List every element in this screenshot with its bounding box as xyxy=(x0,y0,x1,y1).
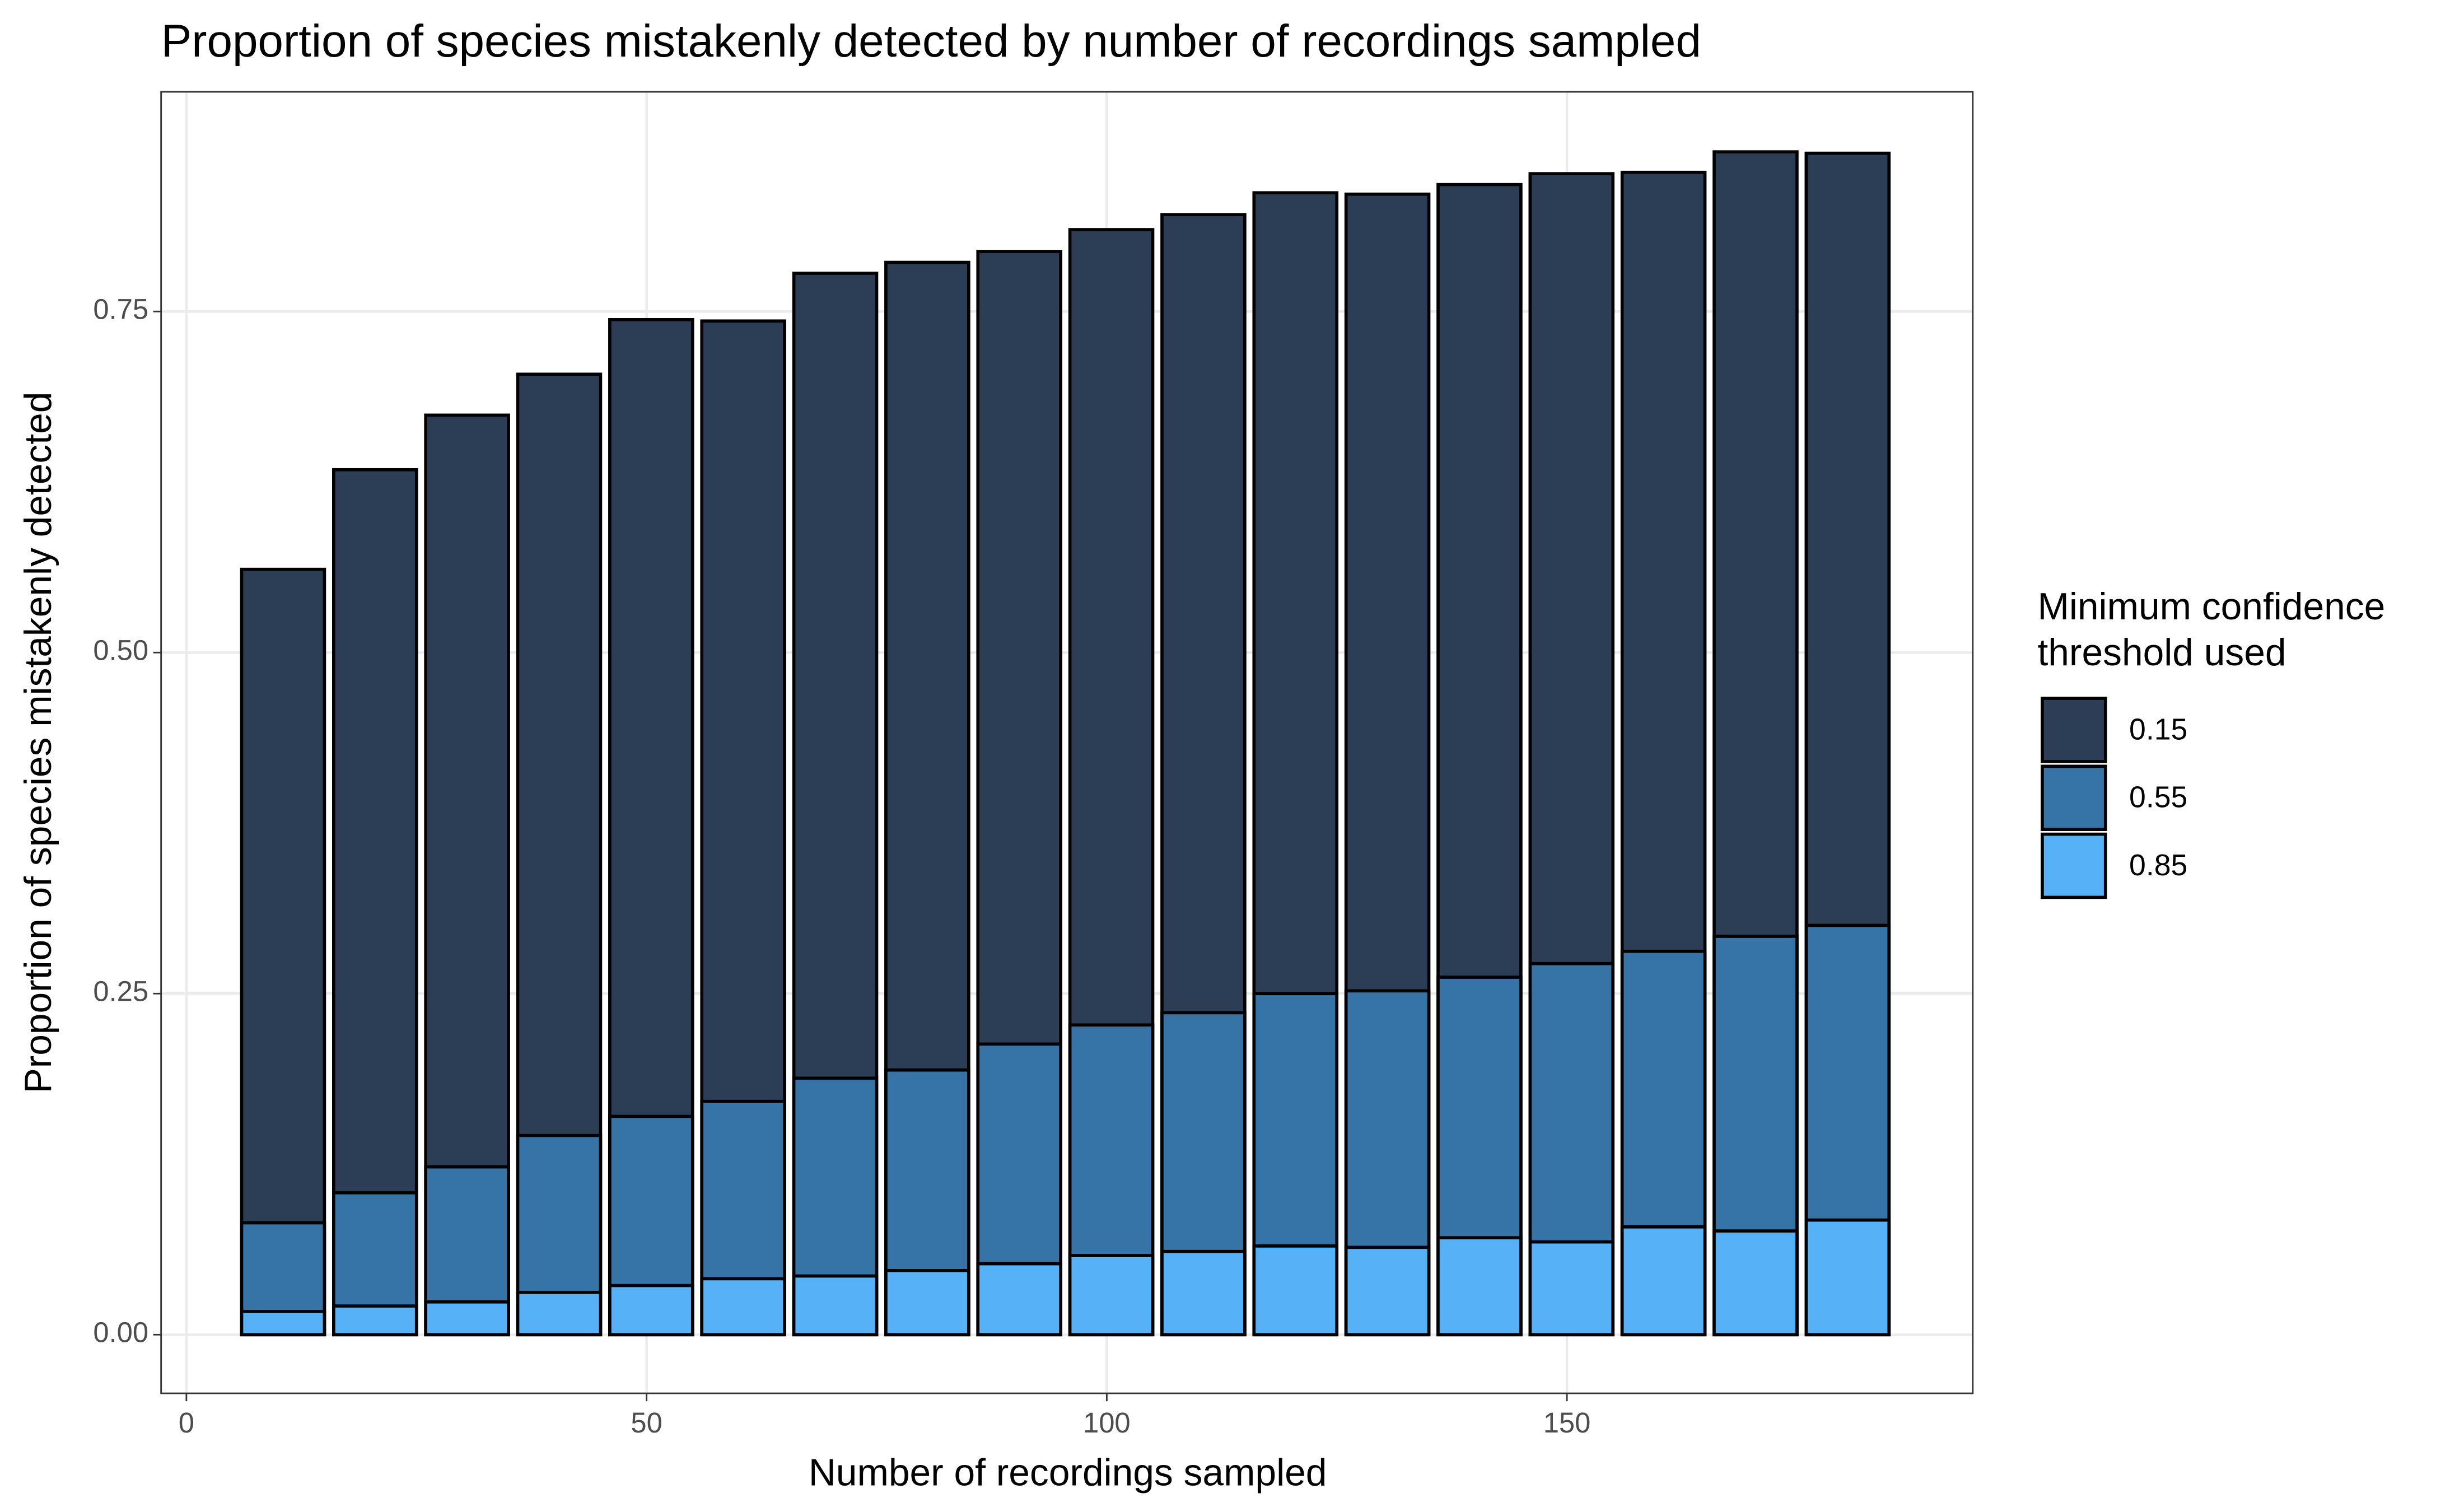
bar xyxy=(516,1290,603,1337)
bar xyxy=(1712,1229,1799,1337)
bar xyxy=(976,1262,1062,1337)
bar xyxy=(1804,1218,1891,1337)
legend-label: 0.85 xyxy=(2129,848,2187,882)
y-tick-label: 0.50 xyxy=(93,634,148,666)
legend-label: 0.55 xyxy=(2129,781,2187,814)
bar xyxy=(424,1300,510,1337)
bar xyxy=(792,1274,879,1337)
chart-title: Proportion of species mistakenly detecte… xyxy=(161,16,1701,67)
bar xyxy=(240,1310,326,1337)
bar xyxy=(1160,1249,1247,1337)
bar xyxy=(1620,1225,1707,1337)
y-tick-label: 0.25 xyxy=(93,976,148,1007)
x-tick-label: 150 xyxy=(1543,1407,1591,1439)
x-tick-label: 50 xyxy=(631,1407,662,1439)
legend-label: 0.15 xyxy=(2129,712,2187,746)
bar xyxy=(608,1284,694,1337)
bar xyxy=(1252,1244,1339,1337)
bar xyxy=(1344,1245,1431,1337)
bar xyxy=(332,468,418,1337)
plot-border xyxy=(160,91,1974,1394)
bar xyxy=(1528,1240,1615,1337)
legend-title-box: Minimum confidence threshold used xyxy=(2037,586,2386,675)
legend-swatch xyxy=(2041,764,2107,831)
y-tick-label: 0.00 xyxy=(93,1317,148,1348)
bar xyxy=(1436,1236,1523,1337)
legend-title: Minimum confidence threshold used xyxy=(2037,586,2386,675)
bar xyxy=(240,567,326,1337)
legend-swatch xyxy=(2041,697,2107,763)
x-axis-title: Number of recordings sampled xyxy=(809,1452,1327,1494)
legend-swatch xyxy=(2041,832,2107,899)
y-axis-title: Proportion of species mistakenly detecte… xyxy=(17,392,59,1094)
bar xyxy=(1068,1254,1155,1337)
bar xyxy=(700,1277,786,1337)
x-tick-label: 100 xyxy=(1083,1407,1131,1439)
y-tick-label: 0.75 xyxy=(93,293,148,325)
x-tick-label: 0 xyxy=(179,1407,194,1439)
bar xyxy=(332,1304,418,1337)
bar xyxy=(884,1269,970,1337)
